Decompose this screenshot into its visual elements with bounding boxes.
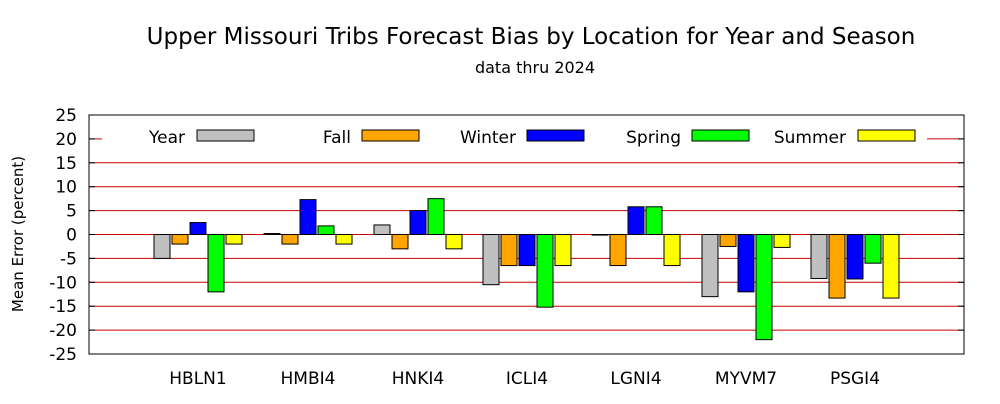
legend-label-year: Year bbox=[148, 128, 185, 148]
bar-myvm7-fall bbox=[719, 234, 737, 247]
bar-icli4-winter bbox=[518, 234, 536, 267]
y-tick-label: -20 bbox=[49, 321, 77, 341]
bar-psgi4-spring bbox=[864, 234, 882, 264]
bar-hmbi4-year bbox=[263, 233, 281, 236]
bar-psgi4-winter bbox=[846, 234, 864, 280]
bar-hmbi4-spring bbox=[317, 225, 335, 235]
bar-myvm7-spring bbox=[755, 234, 773, 341]
legend-label-winter: Winter bbox=[460, 128, 516, 148]
x-tick-label: PSGI4 bbox=[830, 369, 880, 389]
bar-lgni4-fall bbox=[609, 234, 627, 267]
bar-hbln1-summer bbox=[225, 234, 243, 245]
bar-lgni4-spring bbox=[645, 206, 663, 235]
x-axis-ticks: HBLN1 HMBI4 HNKI4 ICLI4 LGNI4 MYVM7 PSGI4 bbox=[169, 369, 880, 389]
chart-subtitle: data thru 2024 bbox=[475, 58, 595, 77]
legend-swatch-year bbox=[196, 129, 255, 142]
bar-hbln1-fall bbox=[171, 234, 189, 245]
bar-hbln1-spring bbox=[207, 234, 225, 293]
bar-icli4-year bbox=[482, 234, 500, 286]
x-tick-label: ICLI4 bbox=[506, 369, 548, 389]
x-tick-label: MYVM7 bbox=[715, 369, 777, 389]
y-tick-label: -5 bbox=[60, 249, 77, 269]
legend-swatch-winter bbox=[526, 129, 585, 142]
x-tick-label: HMBI4 bbox=[281, 369, 336, 389]
y-tick-label: 15 bbox=[55, 154, 77, 174]
legend-swatch-spring bbox=[691, 129, 750, 142]
legend-swatch-summer bbox=[857, 129, 916, 142]
bar-hnki4-year bbox=[373, 224, 391, 236]
legend-label-fall: Fall bbox=[323, 128, 351, 148]
y-tick-label: 25 bbox=[55, 106, 77, 126]
chart-title: Upper Missouri Tribs Forecast Bias by Lo… bbox=[147, 24, 916, 50]
x-tick-label: HNKI4 bbox=[392, 369, 444, 389]
legend-label-summer: Summer bbox=[774, 128, 846, 148]
bar-hmbi4-summer bbox=[335, 234, 353, 245]
bar-icli4-spring bbox=[536, 234, 554, 308]
bar-psgi4-fall bbox=[828, 234, 846, 299]
y-axis-ticks: 25 20 15 10 5 0 -5 -10 -15 -20 -25 bbox=[49, 106, 964, 365]
y-tick-label: -15 bbox=[49, 297, 77, 317]
bar-hbln1-winter bbox=[189, 222, 207, 236]
bar-hmbi4-winter bbox=[299, 199, 317, 236]
legend: Year Fall Winter Spring Summer bbox=[148, 128, 916, 148]
x-tick-label: LGNI4 bbox=[610, 369, 661, 389]
y-axis-label: Mean Error (percent) bbox=[9, 156, 27, 312]
y-tick-label: 0 bbox=[66, 226, 77, 246]
bar-lgni4-summer bbox=[663, 234, 681, 267]
y-tick-label: -10 bbox=[49, 273, 77, 293]
y-tick-label: 5 bbox=[66, 202, 77, 222]
y-tick-label: 10 bbox=[55, 178, 77, 198]
bar-lgni4-year bbox=[591, 234, 609, 236]
legend-label-spring: Spring bbox=[626, 128, 681, 148]
bar-icli4-summer bbox=[554, 234, 572, 267]
bars bbox=[153, 198, 900, 341]
bar-hbln1-year bbox=[153, 234, 171, 259]
bar-lgni4-winter bbox=[627, 206, 645, 235]
bar-myvm7-winter bbox=[737, 234, 755, 293]
bar-hnki4-fall bbox=[391, 234, 409, 250]
y-tick-label: -25 bbox=[49, 345, 77, 365]
x-tick-label: HBLN1 bbox=[169, 369, 226, 389]
bar-hnki4-winter bbox=[409, 210, 427, 236]
bar-psgi4-summer bbox=[882, 234, 900, 299]
bar-hnki4-spring bbox=[427, 198, 445, 235]
bar-psgi4-year bbox=[810, 234, 828, 279]
bar-hmbi4-fall bbox=[281, 234, 299, 245]
y-tick-label: 20 bbox=[55, 130, 77, 150]
bar-myvm7-year bbox=[701, 234, 719, 298]
bar-icli4-fall bbox=[500, 234, 518, 267]
bar-myvm7-summer bbox=[773, 234, 791, 248]
legend-swatch-fall bbox=[361, 129, 420, 142]
bar-hnki4-summer bbox=[445, 234, 463, 250]
